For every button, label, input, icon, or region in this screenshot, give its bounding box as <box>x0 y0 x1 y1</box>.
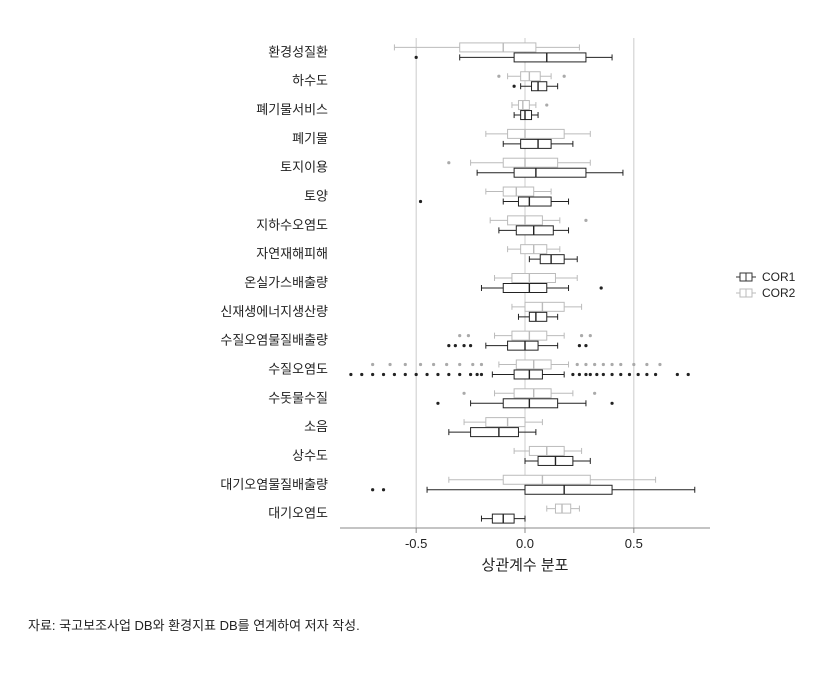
svg-text:0.5: 0.5 <box>625 536 643 551</box>
svg-text:COR2: COR2 <box>762 286 796 300</box>
svg-text:대기오염물질배출량: 대기오염물질배출량 <box>220 477 328 492</box>
svg-text:수돗물수질: 수돗물수질 <box>268 390 328 405</box>
svg-text:상관계수 분포: 상관계수 분포 <box>482 557 569 574</box>
svg-text:0.0: 0.0 <box>516 536 534 551</box>
svg-text:COR1: COR1 <box>762 270 796 284</box>
svg-text:수질오염물질배출량: 수질오염물질배출량 <box>220 333 328 348</box>
chart-container: -0.5 0.0 0.5 상관계수 분포 환경성질환하수도폐기물서비스폐기물토지이용토양… <box>20 20 811 597</box>
svg-text:수질오염도: 수질오염도 <box>268 361 328 376</box>
svg-text:신재생에너지생산량: 신재생에너지생산량 <box>220 304 328 319</box>
svg-text:-0.5: -0.5 <box>405 536 427 551</box>
svg-text:하수도: 하수도 <box>292 73 328 88</box>
boxplot-svg: -0.5 0.0 0.5 상관계수 분포 환경성질환하수도폐기물서비스폐기물토지이용토양… <box>20 20 811 597</box>
svg-text:지하수오염도: 지하수오염도 <box>256 217 328 232</box>
svg-text:환경성질환: 환경성질환 <box>268 44 328 59</box>
svg-text:소음: 소음 <box>304 419 328 434</box>
svg-text:토지이용: 토지이용 <box>280 160 328 175</box>
svg-text:폐기물서비스: 폐기물서비스 <box>256 102 328 117</box>
svg-text:대기오염도: 대기오염도 <box>268 506 328 521</box>
svg-text:상수도: 상수도 <box>292 448 328 463</box>
caption-text: 자료: 국고보조사업 DB와 환경지표 DB를 연계하여 저자 작성. <box>28 615 811 634</box>
svg-text:폐기물: 폐기물 <box>292 131 328 146</box>
svg-text:자연재해피해: 자연재해피해 <box>256 246 328 261</box>
svg-text:토양: 토양 <box>304 189 328 204</box>
svg-text:온실가스배출량: 온실가스배출량 <box>244 275 328 290</box>
